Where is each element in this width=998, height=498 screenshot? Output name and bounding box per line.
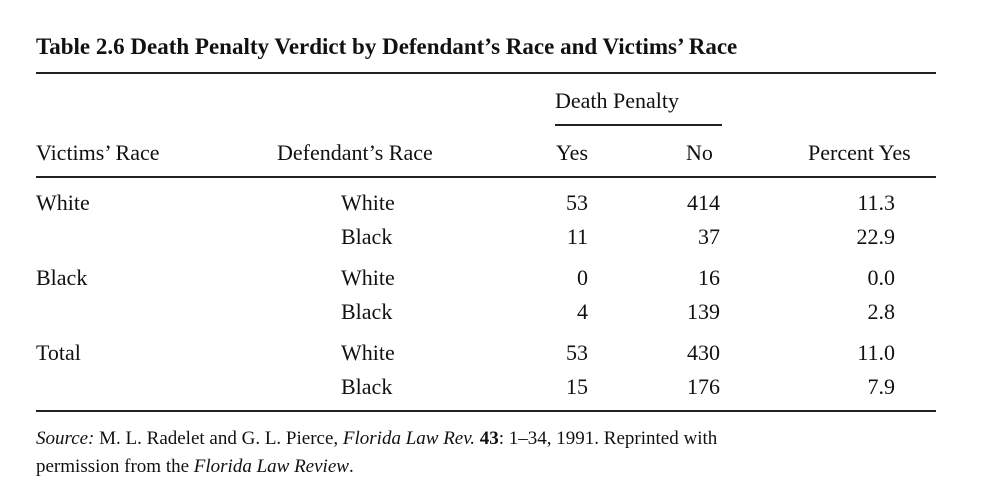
col-header-percent-yes: Percent Yes (808, 140, 911, 165)
no-count-cell: 414 (687, 190, 720, 215)
source-journal-full: Florida Law Review (193, 456, 349, 477)
victims-race-label: White (36, 190, 90, 215)
source-line2-suffix: . (348, 456, 354, 477)
defendant-race-cell: White (341, 265, 395, 290)
col-header-yes: Yes (556, 140, 589, 165)
spanner-rule (555, 124, 722, 126)
no-count-cell: 176 (687, 374, 720, 399)
header-rule (36, 176, 936, 178)
yes-count-cell: 53 (566, 190, 588, 215)
col-header-no: No (686, 140, 713, 165)
title-rule (36, 72, 936, 74)
defendant-race-cell: White (341, 340, 395, 365)
yes-count-cell: 4 (577, 299, 588, 324)
percent-yes-cell: 2.8 (867, 299, 896, 324)
col-header-victims-race: Victims’ Race (36, 140, 160, 165)
yes-count-cell: 53 (566, 340, 588, 365)
source-note-line2: permission from the Florida Law Review. (36, 456, 354, 478)
no-count-cell: 139 (687, 299, 720, 324)
source-pages: : 1–34, 1991. Reprinted with (498, 428, 718, 449)
no-count-cell: 37 (698, 224, 720, 249)
yes-count-cell: 11 (566, 224, 588, 249)
percent-yes-cell: 11.0 (857, 340, 895, 365)
percent-yes-cell: 11.3 (857, 190, 895, 215)
yes-count-cell: 15 (566, 374, 588, 399)
source-volume: 43 (479, 428, 499, 449)
defendant-race-cell: Black (341, 299, 393, 324)
no-count-cell: 430 (687, 340, 720, 365)
col-header-defendants-race: Defendant’s Race (277, 140, 433, 165)
source-journal: Florida Law Rev. (342, 428, 476, 449)
table-title: Table 2.6 Death Penalty Verdict by Defen… (36, 34, 738, 59)
victims-race-label: Total (36, 340, 81, 365)
spanner-heading: Death Penalty (555, 88, 680, 113)
source-authors: M. L. Radelet and G. L. Pierce, (99, 428, 339, 449)
victims-race-label: Black (36, 265, 88, 290)
no-count-cell: 16 (698, 265, 720, 290)
defendant-race-cell: Black (341, 224, 393, 249)
percent-yes-cell: 7.9 (867, 374, 896, 399)
defendant-race-cell: Black (341, 374, 393, 399)
source-label: Source: (36, 428, 95, 449)
percent-yes-cell: 22.9 (856, 224, 896, 249)
source-note: Source: M. L. Radelet and G. L. Pierce, … (36, 428, 717, 450)
bottom-rule (36, 410, 936, 412)
yes-count-cell: 0 (577, 265, 588, 290)
defendant-race-cell: White (341, 190, 395, 215)
source-line2-prefix: permission from the (36, 456, 190, 477)
percent-yes-cell: 0.0 (867, 265, 896, 290)
